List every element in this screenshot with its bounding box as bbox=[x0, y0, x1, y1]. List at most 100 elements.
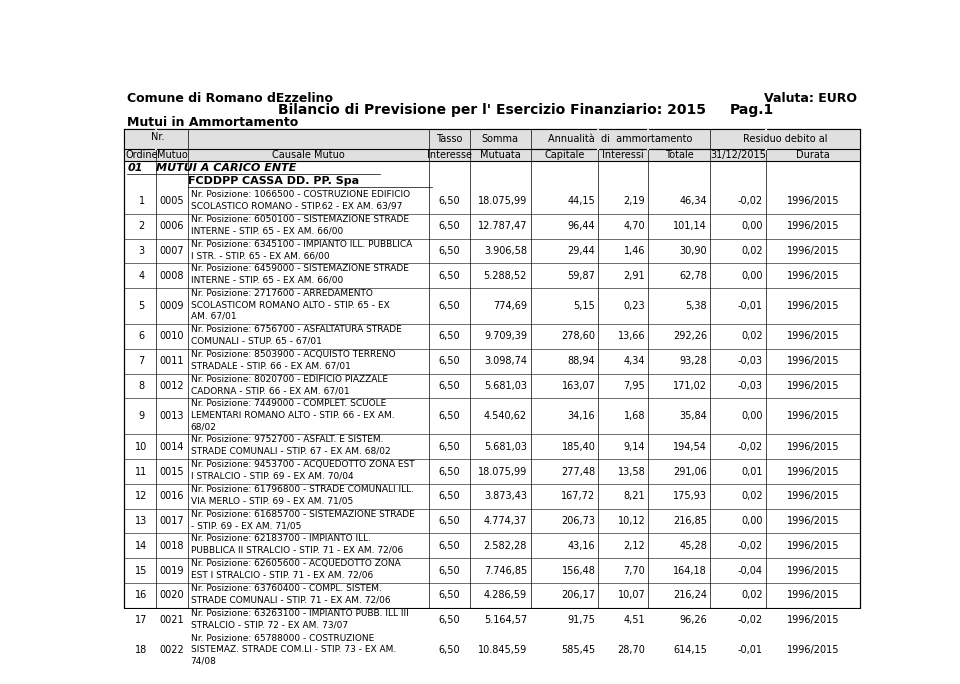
Text: Nr. Posizione: 61685700 - SISTEMAZIONE STRADE
- STIP. 69 - EX AM. 71/05: Nr. Posizione: 61685700 - SISTEMAZIONE S… bbox=[191, 510, 415, 530]
Text: Valuta: EURO: Valuta: EURO bbox=[763, 92, 856, 105]
Text: Nr. Posizione: 8503900 - ACQUISTO TERRENO
STRADALE - STIP. 66 - EX AM. 67/01: Nr. Posizione: 8503900 - ACQUISTO TERREN… bbox=[191, 350, 396, 370]
Text: 5: 5 bbox=[138, 301, 145, 311]
Text: Tasso: Tasso bbox=[436, 135, 463, 144]
Text: Nr. Posizione: 1066500 - COSTRUZIONE EDIFICIO
SCOLASTICO ROMANO - STIP.62 - EX A: Nr. Posizione: 1066500 - COSTRUZIONE EDI… bbox=[191, 190, 410, 211]
Text: Mutuata: Mutuata bbox=[480, 150, 520, 160]
Text: -0,02: -0,02 bbox=[737, 541, 763, 551]
Text: 4.774,37: 4.774,37 bbox=[484, 516, 527, 526]
Text: 0018: 0018 bbox=[159, 541, 184, 551]
Text: 96,26: 96,26 bbox=[680, 615, 707, 625]
Text: 15: 15 bbox=[135, 566, 148, 575]
Text: 35,84: 35,84 bbox=[680, 411, 707, 421]
Text: -0,01: -0,01 bbox=[738, 646, 763, 655]
Text: Nr. Posizione: 6050100 - SISTEMAZIONE STRADE
INTERNE - STIP. 65 - EX AM. 66/00: Nr. Posizione: 6050100 - SISTEMAZIONE ST… bbox=[191, 215, 409, 235]
Text: 0008: 0008 bbox=[159, 271, 184, 280]
Text: Nr. Posizione: 9453700 - ACQUEDOTTO ZONA EST
I STRALCIO - STIP. 69 - EX AM. 70/0: Nr. Posizione: 9453700 - ACQUEDOTTO ZONA… bbox=[191, 460, 415, 481]
Text: 2.582,28: 2.582,28 bbox=[484, 541, 527, 551]
Text: 12: 12 bbox=[135, 491, 148, 501]
Text: 1996/2015: 1996/2015 bbox=[787, 566, 839, 575]
Text: 6,50: 6,50 bbox=[439, 491, 460, 501]
Text: 13: 13 bbox=[135, 516, 148, 526]
Text: 10,07: 10,07 bbox=[617, 590, 645, 601]
Text: 10,12: 10,12 bbox=[617, 516, 645, 526]
Text: 5,15: 5,15 bbox=[574, 301, 595, 311]
Text: 0,00: 0,00 bbox=[741, 411, 763, 421]
Text: 101,14: 101,14 bbox=[673, 221, 707, 231]
Text: 62,78: 62,78 bbox=[679, 271, 707, 280]
Text: 6: 6 bbox=[138, 332, 145, 341]
Text: 6,50: 6,50 bbox=[439, 332, 460, 341]
Text: 1: 1 bbox=[138, 196, 145, 207]
Text: 2,91: 2,91 bbox=[624, 271, 645, 280]
Text: 18: 18 bbox=[135, 646, 148, 655]
Text: 0,00: 0,00 bbox=[741, 516, 763, 526]
Text: Capitale: Capitale bbox=[544, 150, 585, 160]
Text: 6,50: 6,50 bbox=[439, 411, 460, 421]
Text: 774,69: 774,69 bbox=[493, 301, 527, 311]
Text: 14: 14 bbox=[135, 541, 148, 551]
Text: 6,50: 6,50 bbox=[439, 590, 460, 601]
Text: 4,34: 4,34 bbox=[624, 356, 645, 366]
Text: 1996/2015: 1996/2015 bbox=[787, 301, 839, 311]
Text: 45,28: 45,28 bbox=[679, 541, 707, 551]
Text: 1996/2015: 1996/2015 bbox=[787, 442, 839, 452]
Text: 6,50: 6,50 bbox=[439, 221, 460, 231]
Text: 0,00: 0,00 bbox=[741, 221, 763, 231]
Text: 7.746,85: 7.746,85 bbox=[484, 566, 527, 575]
Text: Nr. Posizione: 61796800 - STRADE COMUNALI ILL.
VIA MERLO - STIP. 69 - EX AM. 71/: Nr. Posizione: 61796800 - STRADE COMUNAL… bbox=[191, 485, 414, 505]
Text: 1996/2015: 1996/2015 bbox=[787, 332, 839, 341]
Text: Mutui in Ammortamento: Mutui in Ammortamento bbox=[128, 116, 299, 129]
Text: 4,70: 4,70 bbox=[624, 221, 645, 231]
Text: 0005: 0005 bbox=[159, 196, 184, 207]
Text: 01: 01 bbox=[128, 163, 143, 173]
Text: 7,95: 7,95 bbox=[623, 381, 645, 391]
Text: 2,12: 2,12 bbox=[623, 541, 645, 551]
Text: 0020: 0020 bbox=[159, 590, 184, 601]
Text: 0017: 0017 bbox=[159, 516, 184, 526]
Text: Nr. Posizione: 62183700 - IMPIANTO ILL.
PUBBLICA II STRALCIO - STIP. 71 - EX AM.: Nr. Posizione: 62183700 - IMPIANTO ILL. … bbox=[191, 534, 403, 555]
Text: 6,50: 6,50 bbox=[439, 466, 460, 477]
Text: 1996/2015: 1996/2015 bbox=[787, 646, 839, 655]
Text: 0007: 0007 bbox=[159, 246, 184, 256]
Text: -0,02: -0,02 bbox=[737, 196, 763, 207]
Text: 6,50: 6,50 bbox=[439, 196, 460, 207]
Text: 5.288,52: 5.288,52 bbox=[484, 271, 527, 280]
Text: 5.681,03: 5.681,03 bbox=[484, 381, 527, 391]
Text: 13,66: 13,66 bbox=[617, 332, 645, 341]
Text: 12.787,47: 12.787,47 bbox=[477, 221, 527, 231]
Text: 5.681,03: 5.681,03 bbox=[484, 442, 527, 452]
Text: Residuo debito al: Residuo debito al bbox=[743, 135, 828, 144]
Text: 3: 3 bbox=[138, 246, 145, 256]
Text: 4.286,59: 4.286,59 bbox=[484, 590, 527, 601]
Text: 8,21: 8,21 bbox=[624, 491, 645, 501]
Text: 0021: 0021 bbox=[159, 615, 184, 625]
Text: 43,16: 43,16 bbox=[567, 541, 595, 551]
Text: 28,70: 28,70 bbox=[617, 646, 645, 655]
Text: -0,02: -0,02 bbox=[737, 442, 763, 452]
Text: 9.709,39: 9.709,39 bbox=[484, 332, 527, 341]
Text: 163,07: 163,07 bbox=[562, 381, 595, 391]
Text: 292,26: 292,26 bbox=[673, 332, 707, 341]
Text: 18.075,99: 18.075,99 bbox=[478, 196, 527, 207]
Text: Nr. Posizione: 6459000 - SISTEMAZIONE STRADE
INTERNE - STIP. 65 - EX AM. 66/00: Nr. Posizione: 6459000 - SISTEMAZIONE ST… bbox=[191, 264, 409, 285]
Text: 1996/2015: 1996/2015 bbox=[787, 271, 839, 280]
Text: 8: 8 bbox=[138, 381, 145, 391]
Text: 6,50: 6,50 bbox=[439, 301, 460, 311]
Text: 1996/2015: 1996/2015 bbox=[787, 466, 839, 477]
Text: 1996/2015: 1996/2015 bbox=[787, 246, 839, 256]
Text: 9,14: 9,14 bbox=[624, 442, 645, 452]
Text: 0,01: 0,01 bbox=[741, 466, 763, 477]
Text: 4,51: 4,51 bbox=[624, 615, 645, 625]
Text: 1996/2015: 1996/2015 bbox=[787, 491, 839, 501]
Text: Nr. Posizione: 65788000 - COSTRUZIONE
SISTEMAZ. STRADE COM.LI - STIP. 73 - EX AM: Nr. Posizione: 65788000 - COSTRUZIONE SI… bbox=[191, 633, 396, 666]
Text: 0015: 0015 bbox=[159, 466, 184, 477]
Text: 1,46: 1,46 bbox=[624, 246, 645, 256]
Text: 1996/2015: 1996/2015 bbox=[787, 196, 839, 207]
Text: 1996/2015: 1996/2015 bbox=[787, 411, 839, 421]
Text: Nr. Posizione: 62605600 - ACQUEDOTTO ZONA
EST I STRALCIO - STIP. 71 - EX AM. 72/: Nr. Posizione: 62605600 - ACQUEDOTTO ZON… bbox=[191, 560, 400, 580]
Text: -0,03: -0,03 bbox=[738, 381, 763, 391]
Text: 6,50: 6,50 bbox=[439, 381, 460, 391]
Text: 167,72: 167,72 bbox=[562, 491, 595, 501]
Text: FCDDPP: FCDDPP bbox=[188, 176, 239, 186]
Text: Nr. Posizione: 7449000 - COMPLET. SCUOLE
LEMENTARI ROMANO ALTO - STIP. 66 - EX A: Nr. Posizione: 7449000 - COMPLET. SCUOLE… bbox=[191, 399, 395, 432]
